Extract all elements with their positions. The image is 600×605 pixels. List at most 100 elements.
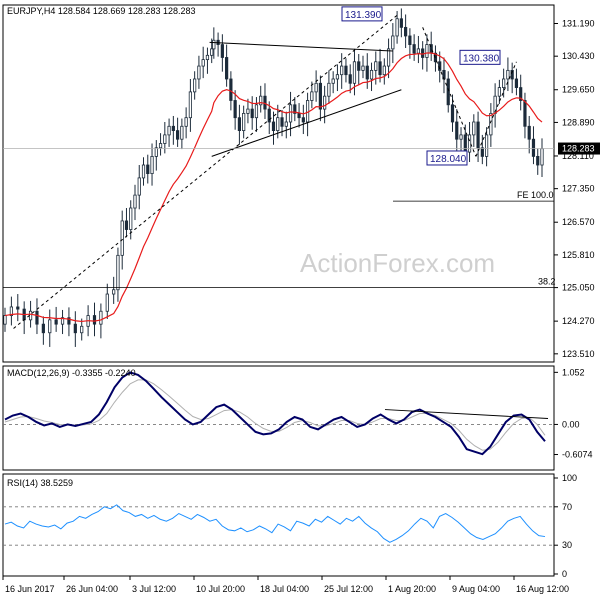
candle-body xyxy=(129,207,133,230)
candle-body xyxy=(365,65,369,80)
candle-body xyxy=(378,61,382,76)
candle-body xyxy=(301,117,305,123)
candle-body xyxy=(205,54,210,61)
candle-body xyxy=(476,121,480,149)
moving-average-line xyxy=(4,52,543,323)
candle-body xyxy=(404,26,408,37)
candle-body xyxy=(9,306,13,316)
candle-body xyxy=(369,69,374,80)
candle-body xyxy=(35,310,39,325)
x-tick-label: 10 Jul 20:00 xyxy=(196,584,245,594)
candle-body xyxy=(484,134,489,157)
price-tick-label: 128.890 xyxy=(562,117,595,127)
candle-body xyxy=(357,61,361,71)
rsi-title: RSI(14) 38.5259 xyxy=(7,478,73,488)
candle-body xyxy=(497,87,501,97)
candle-body xyxy=(340,65,344,76)
candle-body xyxy=(54,319,58,325)
candle-body xyxy=(314,82,318,93)
candle-body xyxy=(318,82,322,110)
x-tick-label: 26 Jun 04:00 xyxy=(66,584,118,594)
candle-body xyxy=(536,156,540,166)
candle-body xyxy=(361,65,365,71)
candle-body xyxy=(154,147,158,157)
candle-body xyxy=(229,78,233,101)
candle-body xyxy=(254,104,259,119)
price-annotation-label: 131.390 xyxy=(345,10,382,21)
candle-body xyxy=(184,117,188,127)
rally-projection-line xyxy=(13,14,398,329)
x-tick-label: 25 Jul 12:00 xyxy=(324,584,373,594)
price-annotation-box xyxy=(341,6,383,22)
candle-body xyxy=(425,44,429,58)
candle-body xyxy=(225,57,229,80)
candle-body xyxy=(446,78,450,106)
candle-body xyxy=(416,48,421,54)
candle-body xyxy=(297,112,301,119)
price-annotation-label: 128.040 xyxy=(430,154,467,165)
candle-body xyxy=(502,78,506,88)
x-tick-label: 16 Aug 12:00 xyxy=(516,584,569,594)
candle-body xyxy=(133,194,137,209)
candle-body xyxy=(3,315,7,325)
price-annotation-label: 130.380 xyxy=(463,53,500,64)
candle-body xyxy=(220,44,224,58)
candle-body xyxy=(459,134,463,140)
price-layer: 131.390 130.380 128.040 FE 100.0 38.2 xyxy=(3,6,556,347)
candle-body xyxy=(455,121,459,140)
candle-body xyxy=(158,143,163,149)
candle-body xyxy=(523,100,527,127)
candle-body xyxy=(327,82,331,97)
fe-label: FE 100.0 xyxy=(517,190,554,200)
candle-body xyxy=(197,65,201,80)
candle-body xyxy=(531,138,536,157)
price-annotation-box xyxy=(426,150,468,166)
candle-body xyxy=(193,78,197,93)
candle-body xyxy=(163,134,167,144)
candle-body xyxy=(335,74,340,80)
price-tick-label: 123.510 xyxy=(562,349,595,359)
price-annotation-box xyxy=(459,49,501,65)
candle-body xyxy=(210,48,214,56)
candle-body xyxy=(201,59,205,67)
macd-line xyxy=(4,371,546,456)
candle-body xyxy=(331,78,335,84)
candle-body xyxy=(73,323,77,334)
macd-layer xyxy=(3,371,554,456)
rsi-tick-label: 30 xyxy=(562,540,572,550)
candle-body xyxy=(141,164,146,179)
price-tick-label: 127.350 xyxy=(562,184,595,194)
candle-body xyxy=(395,18,399,37)
candle-body xyxy=(176,130,180,140)
price-tick-label: 124.270 xyxy=(562,316,595,326)
candle-body xyxy=(67,317,71,325)
candle-body xyxy=(293,104,297,114)
candle-body xyxy=(323,95,327,110)
candle-body xyxy=(188,91,192,119)
candle-body xyxy=(242,112,246,131)
candle-body xyxy=(540,148,544,166)
current-price-label: 128.283 xyxy=(562,144,595,154)
candle-body xyxy=(412,44,416,54)
watermark: ActionForex.com xyxy=(300,248,495,278)
candle-body xyxy=(120,220,124,256)
price-tick-label: 125.810 xyxy=(562,250,595,260)
rsi-line xyxy=(4,504,546,543)
candle-body xyxy=(124,220,129,230)
macd-tick-label: -0.6074 xyxy=(562,450,593,460)
macd-divergence-line xyxy=(384,409,549,419)
candle-body xyxy=(438,61,442,71)
candle-body xyxy=(233,100,237,119)
candle-body xyxy=(250,108,254,119)
price-tick-label: 131.190 xyxy=(562,18,595,28)
candle-body xyxy=(99,310,103,325)
candle-body xyxy=(137,177,141,196)
candle-body xyxy=(259,95,263,106)
candle-body xyxy=(246,108,250,114)
candle-body xyxy=(167,125,171,136)
candle-body xyxy=(284,121,288,127)
candle-body xyxy=(92,315,97,325)
candle-body xyxy=(80,325,84,334)
